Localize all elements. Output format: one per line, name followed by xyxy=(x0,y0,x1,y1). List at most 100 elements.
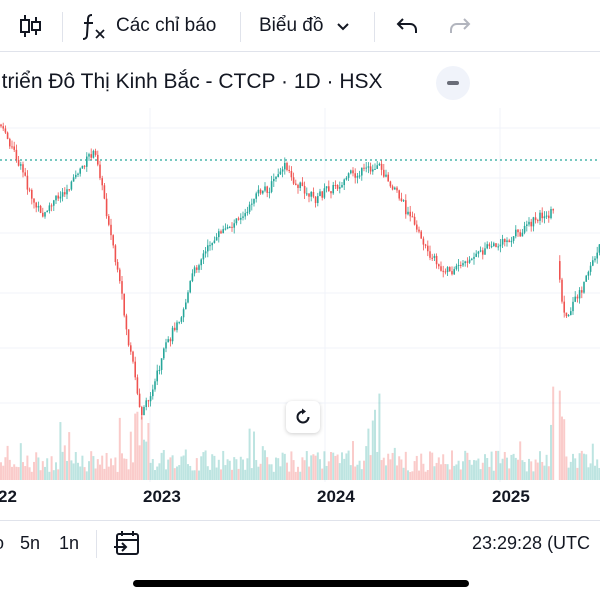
volume-bar xyxy=(235,459,238,480)
chart-style-button[interactable] xyxy=(16,12,44,40)
candle-body xyxy=(224,228,227,230)
volume-bar xyxy=(28,467,31,480)
volume-bar xyxy=(398,456,401,480)
volume-bar xyxy=(352,441,354,480)
volume-bar xyxy=(121,453,123,480)
candle-body xyxy=(391,186,394,190)
candle-body xyxy=(15,149,18,160)
candle-body xyxy=(237,218,240,220)
volume-bar xyxy=(277,458,280,480)
x-axis-tick-label: 2023 xyxy=(143,487,181,506)
volume-bar xyxy=(591,443,594,480)
candle-body xyxy=(387,174,389,182)
range-button-partial[interactable]: o xyxy=(0,533,4,554)
volume-bar xyxy=(517,459,519,480)
candle-body xyxy=(347,173,350,178)
volume-bar xyxy=(30,471,33,480)
volume-bar xyxy=(563,419,566,480)
volume-bar xyxy=(479,469,482,480)
range-button-1d[interactable]: 1n xyxy=(59,533,80,553)
candle-body xyxy=(319,191,321,197)
candle-body xyxy=(435,255,438,265)
volume-bar xyxy=(464,450,467,480)
volume-bar xyxy=(413,461,416,480)
candle-body xyxy=(185,302,187,310)
volume-bar xyxy=(341,452,343,480)
candle-body xyxy=(270,181,273,192)
volume-bar xyxy=(156,466,159,480)
volume-bar xyxy=(534,459,537,480)
candle-body xyxy=(143,406,145,416)
indicators-button[interactable]: Các chỉ báo xyxy=(80,12,216,40)
candle-body xyxy=(174,327,176,331)
volume-bar xyxy=(365,446,368,480)
toolbar-separator xyxy=(374,12,375,42)
candle-body xyxy=(490,246,493,248)
volume-bar xyxy=(17,467,20,480)
volume-bar xyxy=(103,468,106,480)
candle-body xyxy=(299,182,301,188)
candle-body xyxy=(127,329,130,346)
volume-bar xyxy=(184,449,187,480)
volume-bar xyxy=(521,460,524,480)
volume-bar xyxy=(24,466,27,480)
candle-body xyxy=(167,339,169,343)
volume-bar xyxy=(242,459,244,480)
candle-body xyxy=(418,229,420,232)
volume-bar xyxy=(448,469,451,480)
candle-body xyxy=(339,187,341,189)
volume-bar xyxy=(270,464,273,480)
price-chart[interactable] xyxy=(0,108,600,482)
candle-body xyxy=(240,217,242,220)
volume-bar xyxy=(290,451,293,480)
toolbar-separator xyxy=(62,12,63,42)
symbol-title[interactable]: t triển Đô Thị Kinh Bắc - CTCP · 1D · HS… xyxy=(0,70,383,93)
collapse-legend-button[interactable] xyxy=(436,66,470,100)
candle-body xyxy=(288,169,290,172)
candle-body xyxy=(497,246,499,248)
volume-bar xyxy=(140,416,143,480)
volume-bar xyxy=(360,469,363,480)
volume-bar xyxy=(266,457,269,480)
indicators-label: Các chỉ báo xyxy=(116,15,217,36)
clock-timezone[interactable]: 23:29:28 (UTC xyxy=(472,533,591,553)
candle-body xyxy=(48,205,51,211)
candle-body xyxy=(198,265,200,270)
candle-body xyxy=(215,237,218,241)
candlestick-series xyxy=(0,122,600,420)
volume-bar xyxy=(501,458,504,480)
candle-body xyxy=(218,231,220,238)
volume-bar xyxy=(541,461,544,480)
volume-bar xyxy=(123,458,126,480)
candle-body xyxy=(543,216,546,219)
volume-bar xyxy=(455,464,458,480)
candle-body xyxy=(81,165,84,169)
candle-body xyxy=(266,186,268,193)
candle-body xyxy=(44,212,46,217)
redo-button[interactable] xyxy=(448,14,472,38)
range-button-5d[interactable]: 5n xyxy=(20,533,41,553)
candle-body xyxy=(457,264,460,266)
candle-body xyxy=(132,351,134,362)
volume-bar xyxy=(198,470,200,480)
reset-chart-button[interactable] xyxy=(286,401,320,433)
candle-body xyxy=(574,296,576,302)
candle-body xyxy=(182,309,185,318)
go-to-date-button[interactable] xyxy=(112,528,142,558)
candle-body xyxy=(396,187,398,191)
volume-bar xyxy=(92,456,95,480)
candle-body xyxy=(279,171,282,175)
candle-body xyxy=(68,189,70,191)
symbol-header: t triển Đô Thị Kinh Bắc - CTCP · 1D · HS… xyxy=(0,62,600,102)
candles-icon xyxy=(20,15,41,37)
volume-bar xyxy=(314,455,317,480)
volume-bar xyxy=(558,390,561,480)
volume-bar xyxy=(11,466,13,480)
volume-bar xyxy=(371,420,374,480)
volume-bar xyxy=(580,450,583,480)
volume-bar xyxy=(409,471,412,480)
undo-button[interactable] xyxy=(395,14,419,38)
chart-type-dropdown[interactable]: Biểu đồ xyxy=(259,12,353,40)
candle-body xyxy=(248,204,251,212)
candle-body xyxy=(416,224,418,230)
